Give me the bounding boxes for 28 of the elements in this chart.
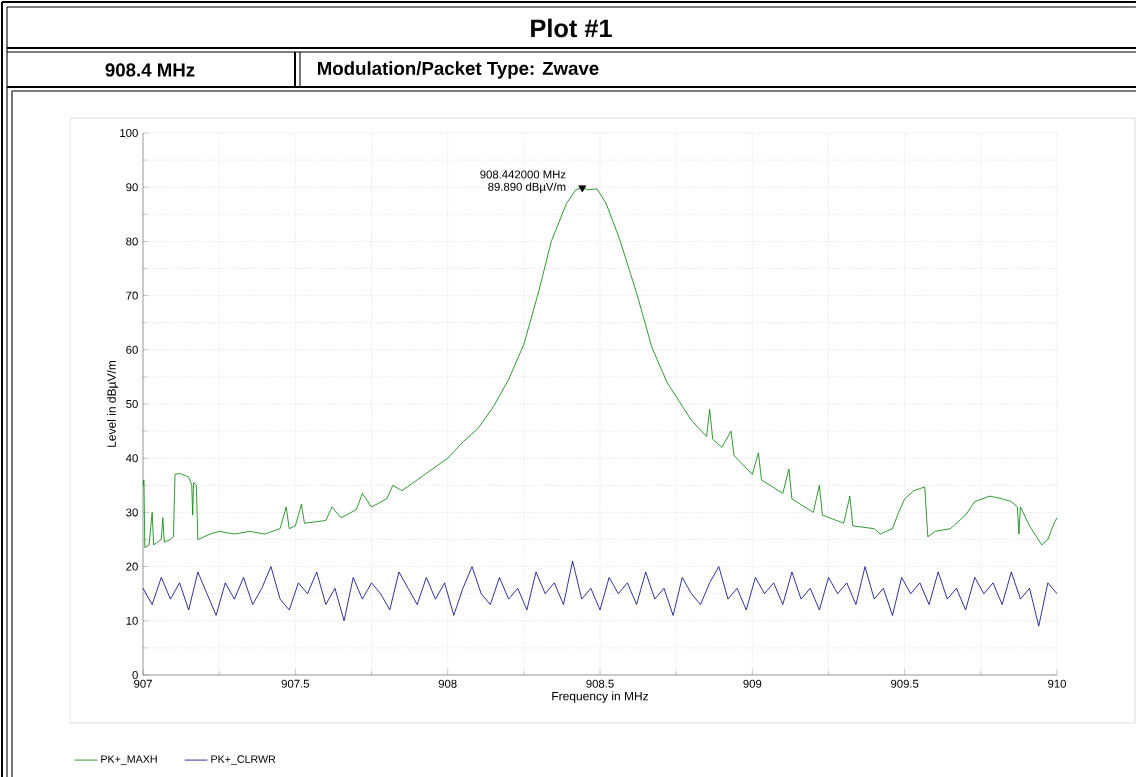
annotation: 908.442000 MHz [480,170,566,179]
x-tick-label: 910 [1048,679,1066,688]
text: Modulation/Packet Type: Zwave [317,61,599,79]
y-tick-label: 40 [125,454,138,463]
x-axis-title: Frequency in MHz [552,691,649,703]
annotation: 89.890 dBµV/m [488,182,566,194]
text: 908.4 MHz [105,63,195,77]
y-tick-label: 10 [126,616,138,625]
x-tick-label: 909.5 [891,679,919,688]
x-tick-label: 908.5 [586,679,614,688]
y-tick-label: 30 [126,508,138,517]
y-tick-label: 70 [126,291,138,300]
x-tick-label: 907 [134,679,152,688]
y-tick-label: 20 [126,562,138,571]
legend-label: PK+_MAXH [101,755,157,765]
line-series [142,560,1058,627]
chart-title: Plot #1 [531,18,612,38]
y-tick-label: 80 [126,237,138,246]
y-tick-label: 90 [126,183,138,192]
y-axis-title: Level in dBµV/m [107,361,119,447]
y-tick-label: 60 [126,345,138,354]
x-tick-label: 907.5 [281,679,310,688]
y-tick-label: 50 [126,399,138,408]
legend-label: PK+_CLRWR [211,755,276,765]
x-tick-label: 908 [438,679,457,688]
y-tick-label: 100 [120,129,138,137]
y-tick-label: 0 [132,670,138,679]
x-tick-label: 909 [743,679,762,688]
